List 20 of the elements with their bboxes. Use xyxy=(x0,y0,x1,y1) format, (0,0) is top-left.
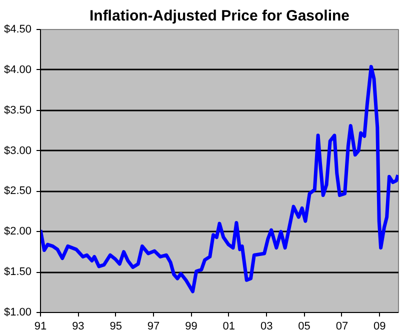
x-tick-label: 91 xyxy=(34,320,47,332)
chart-title: Inflation-Adjusted Price for Gasoline xyxy=(89,8,350,24)
x-tick-label: 03 xyxy=(260,320,273,332)
y-tick-label: $2.50 xyxy=(4,185,32,198)
y-tick-label: $1.50 xyxy=(4,266,32,278)
line-series xyxy=(40,64,398,294)
x-tick-label: 93 xyxy=(72,320,84,332)
y-tick-label: $2.00 xyxy=(4,226,32,238)
x-tick-label: 09 xyxy=(374,320,386,332)
y-tick-label: $1.00 xyxy=(4,306,32,318)
x-tick-label: 05 xyxy=(298,320,310,332)
y-tick-label: $4.50 xyxy=(4,24,32,36)
y-tick-label: $3.50 xyxy=(4,104,32,116)
x-tick-label: 07 xyxy=(336,320,348,332)
x-tick-label: 01 xyxy=(222,320,236,332)
y-tick-label: $4.00 xyxy=(4,64,32,76)
x-tick-label: 97 xyxy=(147,320,160,332)
x-tick-label: 99 xyxy=(185,320,198,332)
x-tick-label: 95 xyxy=(110,320,122,332)
y-tick-label: $3.00 xyxy=(4,144,32,157)
